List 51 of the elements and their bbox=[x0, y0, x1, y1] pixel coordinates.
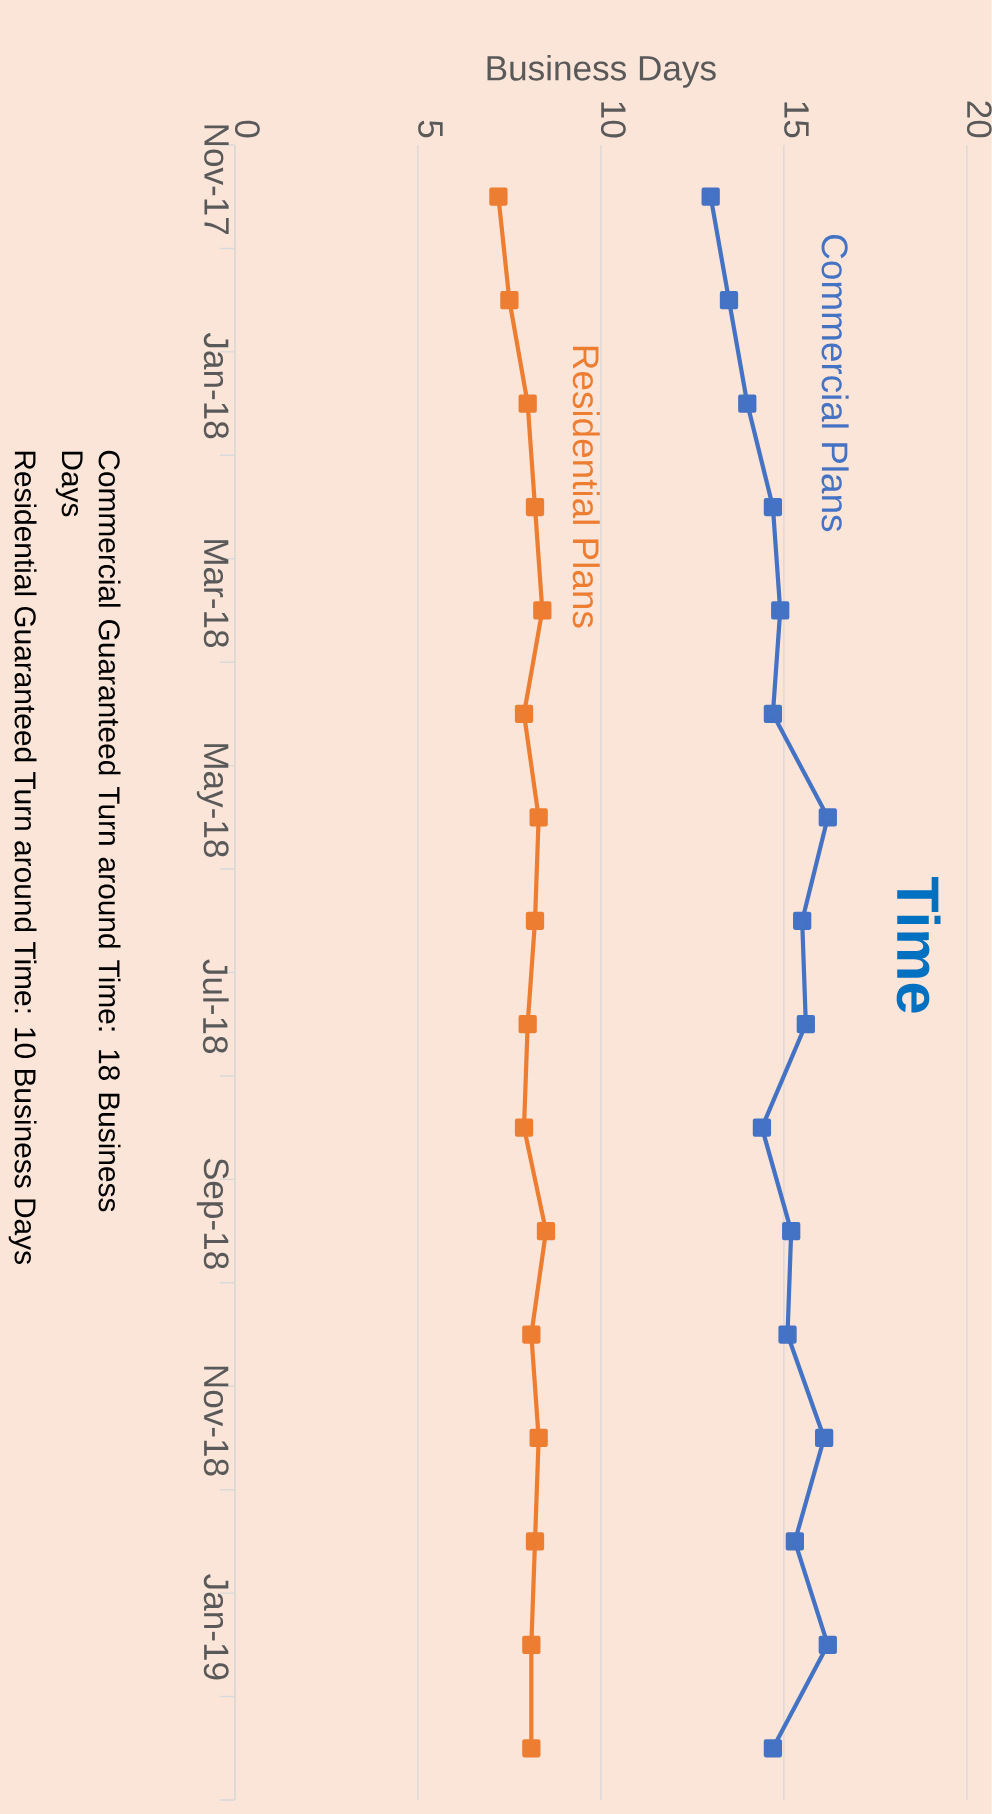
point bbox=[778, 1325, 797, 1344]
point bbox=[522, 1325, 541, 1344]
point bbox=[818, 808, 837, 827]
y-tick-label: Jul-18 bbox=[202, 959, 229, 1054]
point bbox=[500, 291, 519, 310]
point bbox=[815, 1428, 834, 1448]
x-tick-label: 10 bbox=[601, 102, 626, 138]
point bbox=[529, 808, 548, 827]
point bbox=[522, 1739, 541, 1758]
point bbox=[525, 911, 545, 930]
point bbox=[514, 704, 534, 724]
y-tick-label: Nov-17 bbox=[204, 125, 229, 235]
x-tick-label: 0 bbox=[235, 120, 260, 138]
text: Commercial Plans bbox=[821, 235, 849, 532]
point bbox=[529, 1428, 548, 1448]
point bbox=[518, 1015, 537, 1034]
point bbox=[536, 1221, 556, 1241]
y-tick-label: Sep-18 bbox=[196, 1158, 229, 1269]
point bbox=[785, 1532, 805, 1551]
point bbox=[763, 497, 783, 517]
y-tick-label: Nov-18 bbox=[203, 1366, 229, 1476]
x-tick-label: 20 bbox=[967, 101, 992, 138]
point bbox=[719, 291, 739, 310]
point bbox=[489, 187, 508, 206]
point bbox=[782, 1221, 801, 1241]
point bbox=[514, 1118, 534, 1137]
point bbox=[752, 1118, 772, 1137]
point bbox=[701, 187, 720, 206]
point bbox=[522, 1635, 541, 1654]
point bbox=[533, 601, 552, 620]
point bbox=[763, 704, 783, 724]
y-tick-label: Mar-18 bbox=[203, 540, 229, 648]
y-tick-label: Jan-19 bbox=[203, 1574, 229, 1680]
x-tick-label: 15 bbox=[784, 102, 809, 138]
point bbox=[525, 1532, 545, 1551]
point bbox=[763, 1739, 783, 1758]
point bbox=[525, 497, 545, 517]
point bbox=[796, 1015, 816, 1034]
y-tick-label: Jan-18 bbox=[203, 332, 229, 439]
point bbox=[518, 394, 537, 413]
y-tick-label: May-18 bbox=[196, 744, 229, 857]
x-axis-title: Business Days bbox=[487, 54, 716, 88]
point bbox=[793, 911, 812, 930]
text: Commercial Guaranteed Turn around Time: 18 Business Days bbox=[55, 450, 121, 1212]
text: Residential Guaranteed Turn around Time: 10 Business Days bbox=[8, 451, 37, 1264]
text: Residential Plans bbox=[572, 346, 600, 628]
text: Time bbox=[896, 876, 941, 1013]
x-tick-label: 5 bbox=[418, 120, 443, 138]
point bbox=[738, 394, 757, 413]
point bbox=[771, 601, 790, 620]
point bbox=[818, 1635, 837, 1654]
